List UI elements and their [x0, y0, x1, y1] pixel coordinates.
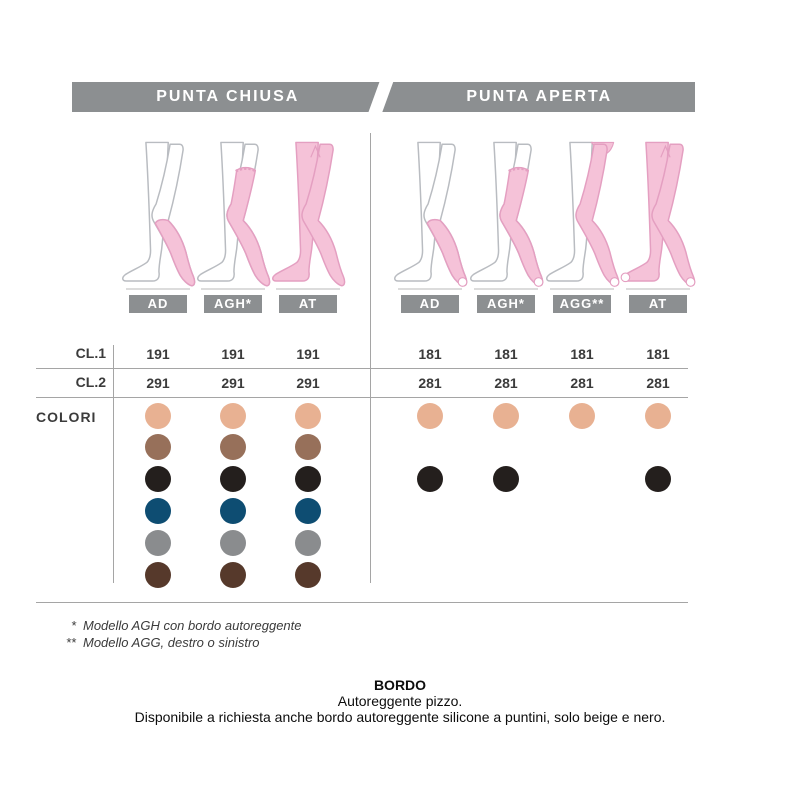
color-dot-marrone — [295, 434, 321, 461]
color-dot-grigio — [220, 529, 246, 556]
ground-line — [276, 288, 340, 290]
row-divider-1 — [36, 368, 688, 369]
color-dot-moro — [220, 561, 246, 588]
ground-line — [474, 288, 538, 290]
cl1-value-at-punta_chiusa: 191 — [296, 346, 320, 362]
ground-line — [626, 288, 690, 290]
leg-figure-agg-aperta — [546, 141, 620, 287]
color-dot-nero — [493, 466, 519, 493]
footnote-agh-text: Modello AGH con bordo autoreggente — [83, 618, 302, 633]
table-bottom-line — [36, 602, 688, 603]
color-dot-nero — [645, 466, 671, 493]
footnote-agg-text: Modello AGG, destro o sinistro — [83, 635, 260, 650]
color-dot-nero — [220, 466, 246, 493]
color-dot-blu — [220, 497, 246, 524]
leg-figure-at-aperta — [620, 141, 696, 287]
color-dot-nero — [145, 466, 171, 493]
cl2-value-at-punta_chiusa: 291 — [296, 375, 320, 391]
color-dot-moro — [295, 561, 321, 588]
leg-figure-ad-aperta — [394, 141, 468, 287]
model-badge-agh-punta_aperta: AGH* — [477, 295, 535, 313]
color-dot-grigio — [145, 529, 171, 556]
cl2-value-at-punta_aperta: 281 — [646, 375, 670, 391]
leg-figure-agh-aperta — [470, 141, 544, 287]
color-dot-nero — [417, 466, 443, 493]
section-divider — [370, 133, 371, 583]
header-left-label: PUNTA CHIUSA — [156, 88, 300, 105]
label-column-divider — [113, 345, 114, 583]
model-badge-ad-punta_aperta: AD — [401, 295, 459, 313]
bordo-block: BORDO Autoreggente pizzo. Disponibile a … — [0, 677, 800, 725]
ground-line — [398, 288, 462, 290]
row-divider-2 — [36, 397, 688, 398]
cl2-value-agg-punta_aperta: 281 — [570, 375, 594, 391]
row-label-cl2: CL.2 — [75, 374, 106, 390]
footnote-agg: ** Modello AGG, destro o sinistro — [50, 635, 260, 650]
ground-line — [126, 288, 190, 290]
bordo-title: BORDO — [373, 677, 427, 693]
model-badge-agh-punta_chiusa: AGH* — [204, 295, 262, 313]
color-dot-beige — [220, 402, 246, 429]
color-dot-beige — [569, 402, 595, 429]
color-dot-nero — [295, 466, 321, 493]
cl1-value-agh-punta_chiusa: 191 — [221, 346, 245, 362]
cl1-value-agg-punta_aperta: 181 — [570, 346, 594, 362]
color-dot-marrone — [220, 434, 246, 461]
row-label-colori: COLORI — [36, 409, 97, 425]
bordo-line-1: Autoreggente pizzo. — [337, 693, 463, 709]
leg-figure-agh-chiusa — [197, 141, 271, 287]
model-badge-at-punta_aperta: AT — [629, 295, 687, 313]
cl1-value-ad-punta_chiusa: 191 — [146, 346, 170, 362]
cl2-value-ad-punta_chiusa: 291 — [146, 375, 170, 391]
model-badge-agg-punta_aperta: AGG** — [553, 295, 611, 313]
color-dot-grigio — [295, 529, 321, 556]
footnote-agg-mark: ** — [65, 635, 76, 650]
color-dot-beige — [417, 402, 443, 429]
cl2-value-agh-punta_aperta: 281 — [494, 375, 518, 391]
footnote-agh: * Modello AGH con bordo autoreggente — [50, 618, 302, 633]
model-badge-at-punta_chiusa: AT — [279, 295, 337, 313]
cl2-value-ad-punta_aperta: 281 — [418, 375, 442, 391]
color-dot-blu — [145, 497, 171, 524]
ground-line — [550, 288, 614, 290]
cl1-value-agh-punta_aperta: 181 — [494, 346, 518, 362]
ground-line — [201, 288, 265, 290]
leg-figure-at-chiusa — [272, 141, 346, 287]
color-dot-beige — [145, 402, 171, 429]
model-badge-ad-punta_chiusa: AD — [129, 295, 187, 313]
row-label-cl1: CL.1 — [75, 345, 106, 361]
cl1-value-at-punta_aperta: 181 — [646, 346, 670, 362]
header-right-label: PUNTA APERTA — [466, 88, 613, 105]
bordo-line-2: Disponibile a richiesta anche bordo auto… — [134, 709, 666, 725]
leg-figure-ad-chiusa — [122, 141, 196, 287]
color-dot-blu — [295, 497, 321, 524]
color-dot-moro — [145, 561, 171, 588]
cl1-value-ad-punta_aperta: 181 — [418, 346, 442, 362]
color-dot-beige — [645, 402, 671, 429]
color-dot-beige — [493, 402, 519, 429]
color-dot-marrone — [145, 434, 171, 461]
color-dot-beige — [295, 402, 321, 429]
cl2-value-agh-punta_chiusa: 291 — [221, 375, 245, 391]
footnote-agh-mark: * — [70, 618, 76, 633]
